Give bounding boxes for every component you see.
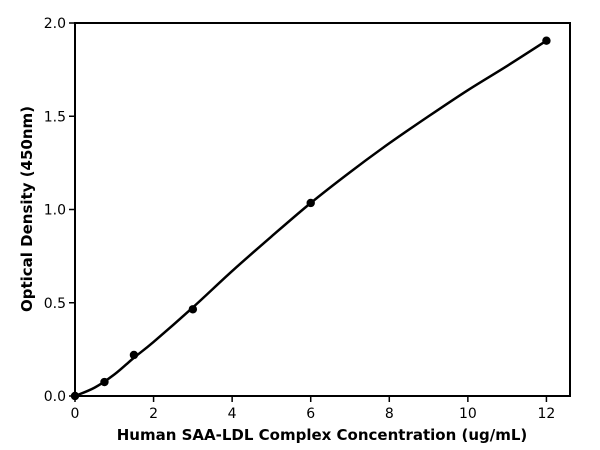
x-axis-ticks: 0 2 4 6 8 10 12: [71, 396, 556, 422]
x-tick-label: 8: [385, 406, 394, 422]
y-axis-title: Optical Density (450nm): [18, 106, 36, 312]
plot-frame: [74, 22, 571, 397]
x-tick-label: 2: [149, 406, 158, 422]
x-tick-label: 10: [459, 406, 477, 422]
x-axis-title: Human SAA-LDL Complex Concentration (ug/…: [117, 426, 528, 444]
data-point: [129, 350, 139, 360]
y-tick-label: 2.0: [44, 16, 66, 32]
data-point: [306, 198, 315, 208]
data-points: [70, 36, 551, 401]
y-tick-label: 0.5: [44, 296, 66, 312]
y-tick-label: 1.0: [44, 203, 66, 219]
data-point: [100, 377, 109, 387]
data-point: [542, 36, 551, 45]
x-tick-label: 12: [538, 406, 556, 422]
y-tick-label: 0.0: [44, 389, 66, 405]
x-tick-label: 4: [228, 406, 237, 422]
x-tick-label: 6: [306, 406, 315, 422]
fit-curve: [74, 39, 548, 398]
y-tick-label: 1.5: [44, 109, 66, 125]
y-axis-ticks: 0.0 0.5 1.0 1.5 2.0: [44, 16, 75, 405]
x-tick-label: 0: [71, 406, 80, 422]
data-point: [188, 305, 198, 314]
